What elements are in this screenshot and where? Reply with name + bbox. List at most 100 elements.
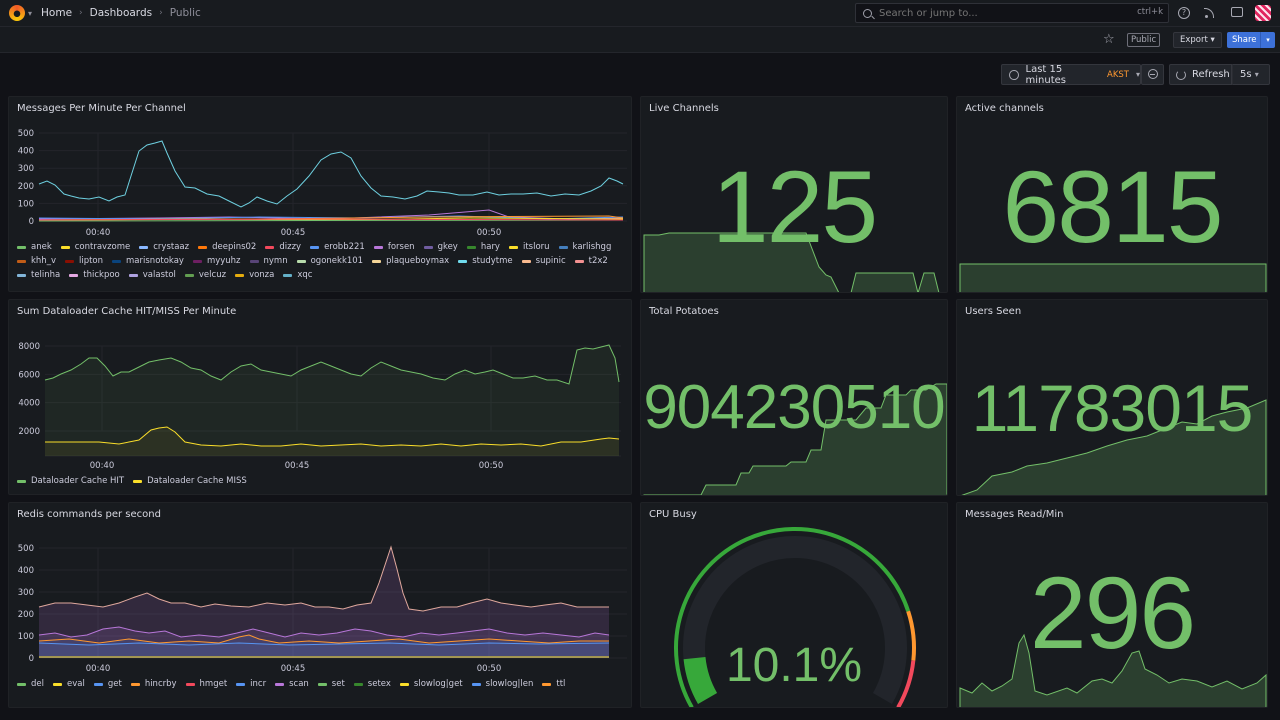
breadcrumb-home[interactable]: Home bbox=[41, 7, 73, 19]
search-box[interactable]: ctrl+k bbox=[855, 3, 1169, 23]
legend-item[interactable]: contravzome bbox=[60, 242, 130, 252]
legend-item[interactable]: set bbox=[317, 679, 345, 689]
legend-swatch bbox=[423, 245, 433, 249]
legend-item[interactable]: eval bbox=[53, 679, 85, 689]
panel-redis-commands[interactable]: Redis commands per second 500 400 300 200 10… bbox=[8, 502, 632, 708]
y-tick-label: 0 bbox=[29, 654, 34, 664]
panel-cpu-busy[interactable]: CPU Busy 10.1% bbox=[640, 502, 948, 708]
legend-item[interactable]: setex bbox=[353, 679, 391, 689]
legend-item[interactable]: get bbox=[93, 679, 122, 689]
legend-label: setex bbox=[367, 679, 391, 689]
legend-item[interactable]: khh_v bbox=[17, 256, 56, 266]
time-range-picker[interactable]: Last 15 minutes AKST ▾ bbox=[1001, 63, 1141, 86]
legend-label: supinic bbox=[535, 256, 566, 266]
legend-item[interactable]: thickpoo bbox=[69, 270, 120, 280]
breadcrumb-dashboards[interactable]: Dashboards bbox=[89, 7, 153, 19]
legend-swatch bbox=[353, 682, 363, 686]
legend-item[interactable]: dizzy bbox=[265, 242, 301, 252]
legend-swatch bbox=[471, 682, 481, 686]
legend-item[interactable]: slowlog|get bbox=[399, 679, 463, 689]
legend-item[interactable]: hincrby bbox=[130, 679, 177, 689]
news-feed-icon[interactable] bbox=[1204, 7, 1216, 19]
x-tick-label: 00:50 bbox=[479, 461, 504, 471]
legend-item[interactable]: itsloru bbox=[508, 242, 550, 252]
legend-item[interactable]: incr bbox=[236, 679, 266, 689]
legend-item[interactable]: studytme bbox=[458, 256, 513, 266]
legend-item[interactable]: t2x2 bbox=[574, 256, 608, 266]
time-range-label: Last 15 minutes bbox=[1025, 63, 1066, 86]
legend-item[interactable]: deepins02 bbox=[198, 242, 256, 252]
legend-label: itsloru bbox=[522, 242, 550, 252]
legend-label: marisnotokay bbox=[126, 256, 184, 266]
legend-item[interactable]: velcuz bbox=[184, 270, 226, 280]
star-icon[interactable]: ☆ bbox=[1103, 32, 1115, 47]
panel-active-channels[interactable]: Active channels 6815 bbox=[956, 96, 1268, 293]
legend-item[interactable]: valastol bbox=[128, 270, 176, 280]
legend-item[interactable]: hary bbox=[466, 242, 500, 252]
panel-messages-read[interactable]: Messages Read/Min 296 bbox=[956, 502, 1268, 708]
legend-item[interactable]: forsen bbox=[373, 242, 415, 252]
panel-messages-per-minute[interactable]: Messages Per Minute Per Channel 500 400 30… bbox=[8, 96, 632, 292]
refresh-interval-picker[interactable]: 5s ▾ bbox=[1232, 64, 1270, 85]
legend-label: slowlog|get bbox=[413, 679, 463, 689]
chart-legend: Dataloader Cache HIT Dataloader Cache MIS… bbox=[17, 476, 623, 486]
refresh-button[interactable]: Refresh bbox=[1169, 64, 1232, 85]
legend-item[interactable]: anek bbox=[17, 242, 52, 252]
help-icon[interactable]: ? bbox=[1178, 7, 1190, 19]
y-tick-label: 100 bbox=[18, 632, 34, 642]
legend-item[interactable]: vonza bbox=[235, 270, 274, 280]
y-tick-label: 100 bbox=[18, 199, 34, 209]
panel-live-channels[interactable]: Live Channels 125 bbox=[640, 96, 948, 293]
chevron-down-icon[interactable]: ▾ bbox=[28, 8, 33, 18]
legend-item[interactable]: ttl bbox=[542, 679, 565, 689]
legend-swatch bbox=[17, 682, 26, 686]
legend-item[interactable]: scan bbox=[275, 679, 309, 689]
legend-swatch bbox=[130, 682, 140, 686]
legend-item[interactable]: Dataloader Cache MISS bbox=[133, 476, 247, 486]
legend-swatch bbox=[192, 259, 202, 263]
avatar[interactable] bbox=[1255, 5, 1271, 21]
grafana-logo-icon[interactable] bbox=[9, 5, 25, 21]
legend-item[interactable]: supinic bbox=[521, 256, 566, 266]
x-tick-label: 00:40 bbox=[90, 461, 115, 471]
public-badge: Public bbox=[1127, 33, 1161, 47]
legend-label: karlishgg bbox=[572, 242, 612, 252]
legend-item[interactable]: telinha bbox=[17, 270, 60, 280]
search-input[interactable] bbox=[879, 7, 1119, 19]
share-button[interactable]: Share bbox=[1227, 32, 1262, 48]
panel-dataloader-cache[interactable]: Sum Dataloader Cache HIT/MISS Per Minute… bbox=[8, 299, 632, 495]
legend-label: ogonekk101 bbox=[310, 256, 364, 266]
zoom-out-button[interactable] bbox=[1141, 64, 1164, 85]
legend-item[interactable]: karlishgg bbox=[558, 242, 612, 252]
panel-total-potatoes[interactable]: Total Potatoes 904230510 bbox=[640, 299, 948, 496]
legend-swatch bbox=[373, 245, 383, 249]
legend-item[interactable]: ogonekk101 bbox=[296, 256, 364, 266]
legend-item[interactable]: slowlog|len bbox=[471, 679, 533, 689]
export-label: Export bbox=[1180, 35, 1208, 45]
kiosk-mode-icon[interactable] bbox=[1231, 7, 1243, 17]
legend-label: xqc bbox=[297, 270, 313, 280]
legend-item[interactable]: myyuhz bbox=[192, 256, 241, 266]
miss-line bbox=[45, 426, 620, 447]
export-button[interactable]: Export ▾ bbox=[1173, 32, 1222, 48]
legend-item[interactable]: Dataloader Cache HIT bbox=[17, 476, 124, 486]
legend-item[interactable]: xqc bbox=[283, 270, 312, 280]
legend-item[interactable]: gkey bbox=[423, 242, 458, 252]
share-menu-chevron-icon[interactable]: ▾ bbox=[1260, 32, 1275, 48]
legend-item[interactable]: nymn bbox=[249, 256, 288, 266]
legend-item[interactable]: hmget bbox=[185, 679, 227, 689]
search-icon bbox=[863, 8, 872, 18]
legend-item[interactable]: erobb221 bbox=[310, 242, 365, 252]
y-tick-label: 400 bbox=[18, 566, 34, 576]
gauge-threshold-green bbox=[674, 527, 911, 707]
legend-label: Dataloader Cache HIT bbox=[31, 476, 125, 486]
legend-item[interactable]: marisnotokay bbox=[112, 256, 184, 266]
panel-users-seen[interactable]: Users Seen 11783015 bbox=[956, 299, 1268, 496]
legend-item[interactable]: plaqueboymax bbox=[372, 256, 449, 266]
legend-item[interactable]: lipton bbox=[64, 256, 103, 266]
legend-item[interactable]: crystaaz bbox=[139, 242, 189, 252]
legend-label: del bbox=[31, 679, 44, 689]
legend-item[interactable]: del bbox=[17, 679, 44, 689]
legend-label: vonza bbox=[249, 270, 275, 280]
legend-label: ttl bbox=[556, 679, 566, 689]
